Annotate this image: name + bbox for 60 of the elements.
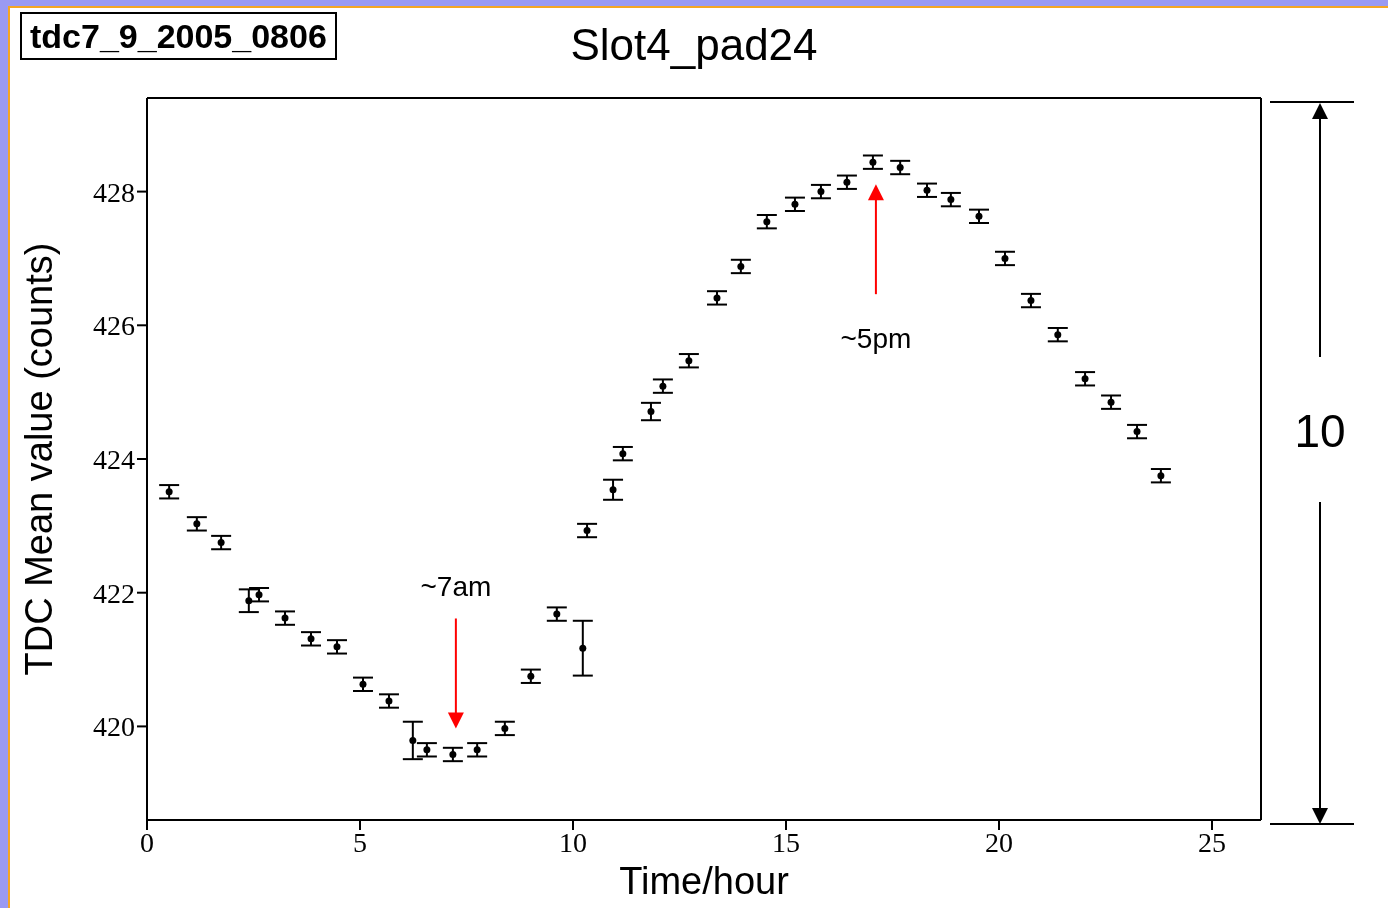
point	[896, 164, 904, 172]
annotation: ~7am	[420, 571, 492, 603]
annotation: ~5pm	[840, 323, 912, 355]
point	[1001, 254, 1009, 262]
point	[579, 644, 587, 652]
point	[1054, 331, 1062, 339]
point	[281, 614, 289, 622]
point	[1157, 472, 1165, 480]
x-tick-label: 10	[559, 826, 587, 858]
point	[975, 212, 983, 220]
point	[583, 527, 591, 535]
point	[843, 178, 851, 186]
x-axis-title: Time/hour	[619, 860, 790, 902]
point	[385, 697, 393, 705]
point	[359, 680, 367, 688]
point	[947, 196, 955, 204]
x-tick-label: 20	[985, 826, 1014, 858]
point	[449, 750, 457, 758]
y-tick-label: 428	[93, 176, 135, 208]
point	[619, 450, 627, 458]
point	[1081, 375, 1089, 383]
text: tdc7_9_2005_0806	[20, 12, 337, 60]
point	[423, 746, 431, 754]
point	[165, 488, 173, 496]
point	[1133, 428, 1141, 436]
point	[501, 724, 509, 732]
point	[217, 539, 225, 547]
x-tick-label: 15	[772, 826, 801, 858]
point	[1027, 297, 1035, 305]
point	[255, 591, 263, 599]
text: 10	[1293, 404, 1347, 458]
point	[245, 597, 253, 605]
point	[923, 186, 931, 194]
point	[527, 672, 535, 680]
x-tick-label: 0	[140, 826, 154, 858]
y-tick-label: 422	[93, 577, 135, 609]
point	[553, 610, 561, 618]
point	[737, 262, 745, 270]
point	[333, 643, 341, 651]
x-tick-label: 25	[1198, 826, 1227, 858]
point	[1107, 398, 1115, 406]
point	[713, 294, 721, 302]
point	[647, 408, 655, 416]
chart-title: Slot4_pad24	[570, 20, 818, 69]
point	[609, 486, 617, 494]
point	[817, 188, 825, 196]
point	[193, 520, 201, 528]
point	[869, 158, 877, 166]
x-tick-label: 5	[353, 826, 367, 858]
y-tick-label: 426	[93, 310, 135, 342]
point	[473, 746, 481, 754]
point	[685, 357, 693, 365]
y-axis-title: TDC Mean value (counts)	[18, 242, 61, 676]
point	[307, 635, 315, 643]
point	[791, 200, 799, 208]
point	[659, 382, 667, 390]
y-tick-label: 420	[93, 711, 135, 743]
point	[409, 736, 417, 744]
y-tick-label: 424	[93, 443, 135, 475]
point	[763, 218, 771, 226]
